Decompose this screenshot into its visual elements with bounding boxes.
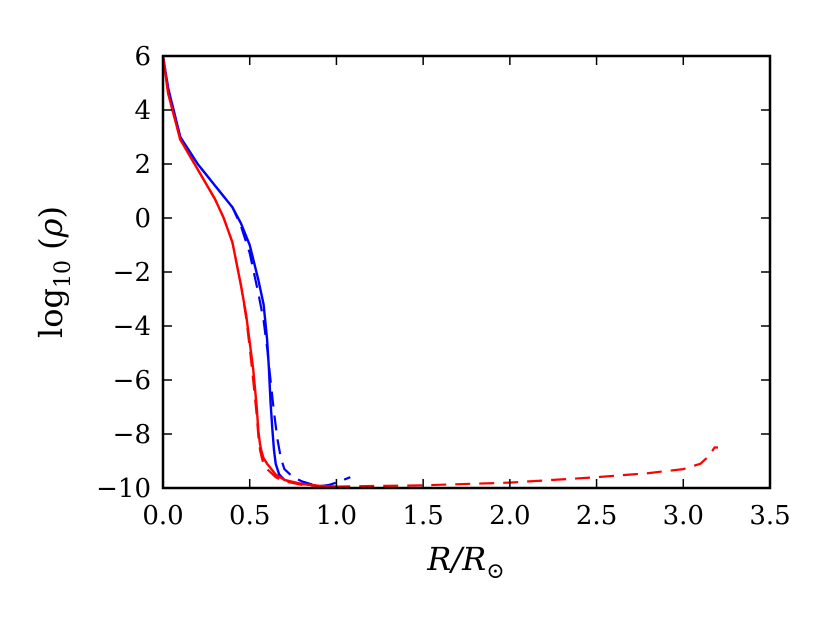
x-tick-label: 3.0 — [663, 501, 704, 531]
x-tick-label: 1.0 — [316, 501, 357, 531]
series-layer — [161, 55, 718, 488]
x-axis-label: R/R⊙ — [426, 540, 504, 584]
ticks-layer — [162, 55, 771, 489]
x-tick-label: 2.5 — [576, 501, 617, 531]
y-tick-label: 2 — [134, 150, 151, 180]
series-line-4 — [161, 55, 718, 488]
x-tick-label: 3.5 — [749, 501, 790, 531]
series-line-1 — [161, 55, 316, 487]
y-tick-label: 0 — [134, 204, 151, 234]
y-tick-label: −4 — [113, 312, 151, 342]
y-tick-label: −2 — [113, 258, 151, 288]
y-tick-label: 6 — [134, 42, 151, 72]
y-tick-label: −6 — [113, 366, 151, 396]
tick-labels-layer: 0.0 0.5 1.0 1.5 2.0 2.5 3.0 3.5 −10 −8 −6 −4 −2 0 2 4 6 — [96, 42, 791, 531]
x-tick-label: 0.5 — [229, 501, 270, 531]
plot-frame — [161, 54, 772, 490]
x-tick-label: 1.5 — [402, 501, 443, 531]
y-tick-label: 4 — [134, 96, 151, 126]
x-tick-label: 0.0 — [142, 501, 183, 531]
x-tick-label: 2.0 — [489, 501, 530, 531]
series-line-3 — [161, 55, 337, 488]
y-tick-label: −10 — [96, 474, 151, 504]
y-axis-label: log10 (ρ) — [32, 206, 76, 338]
y-tick-label: −8 — [113, 420, 151, 450]
